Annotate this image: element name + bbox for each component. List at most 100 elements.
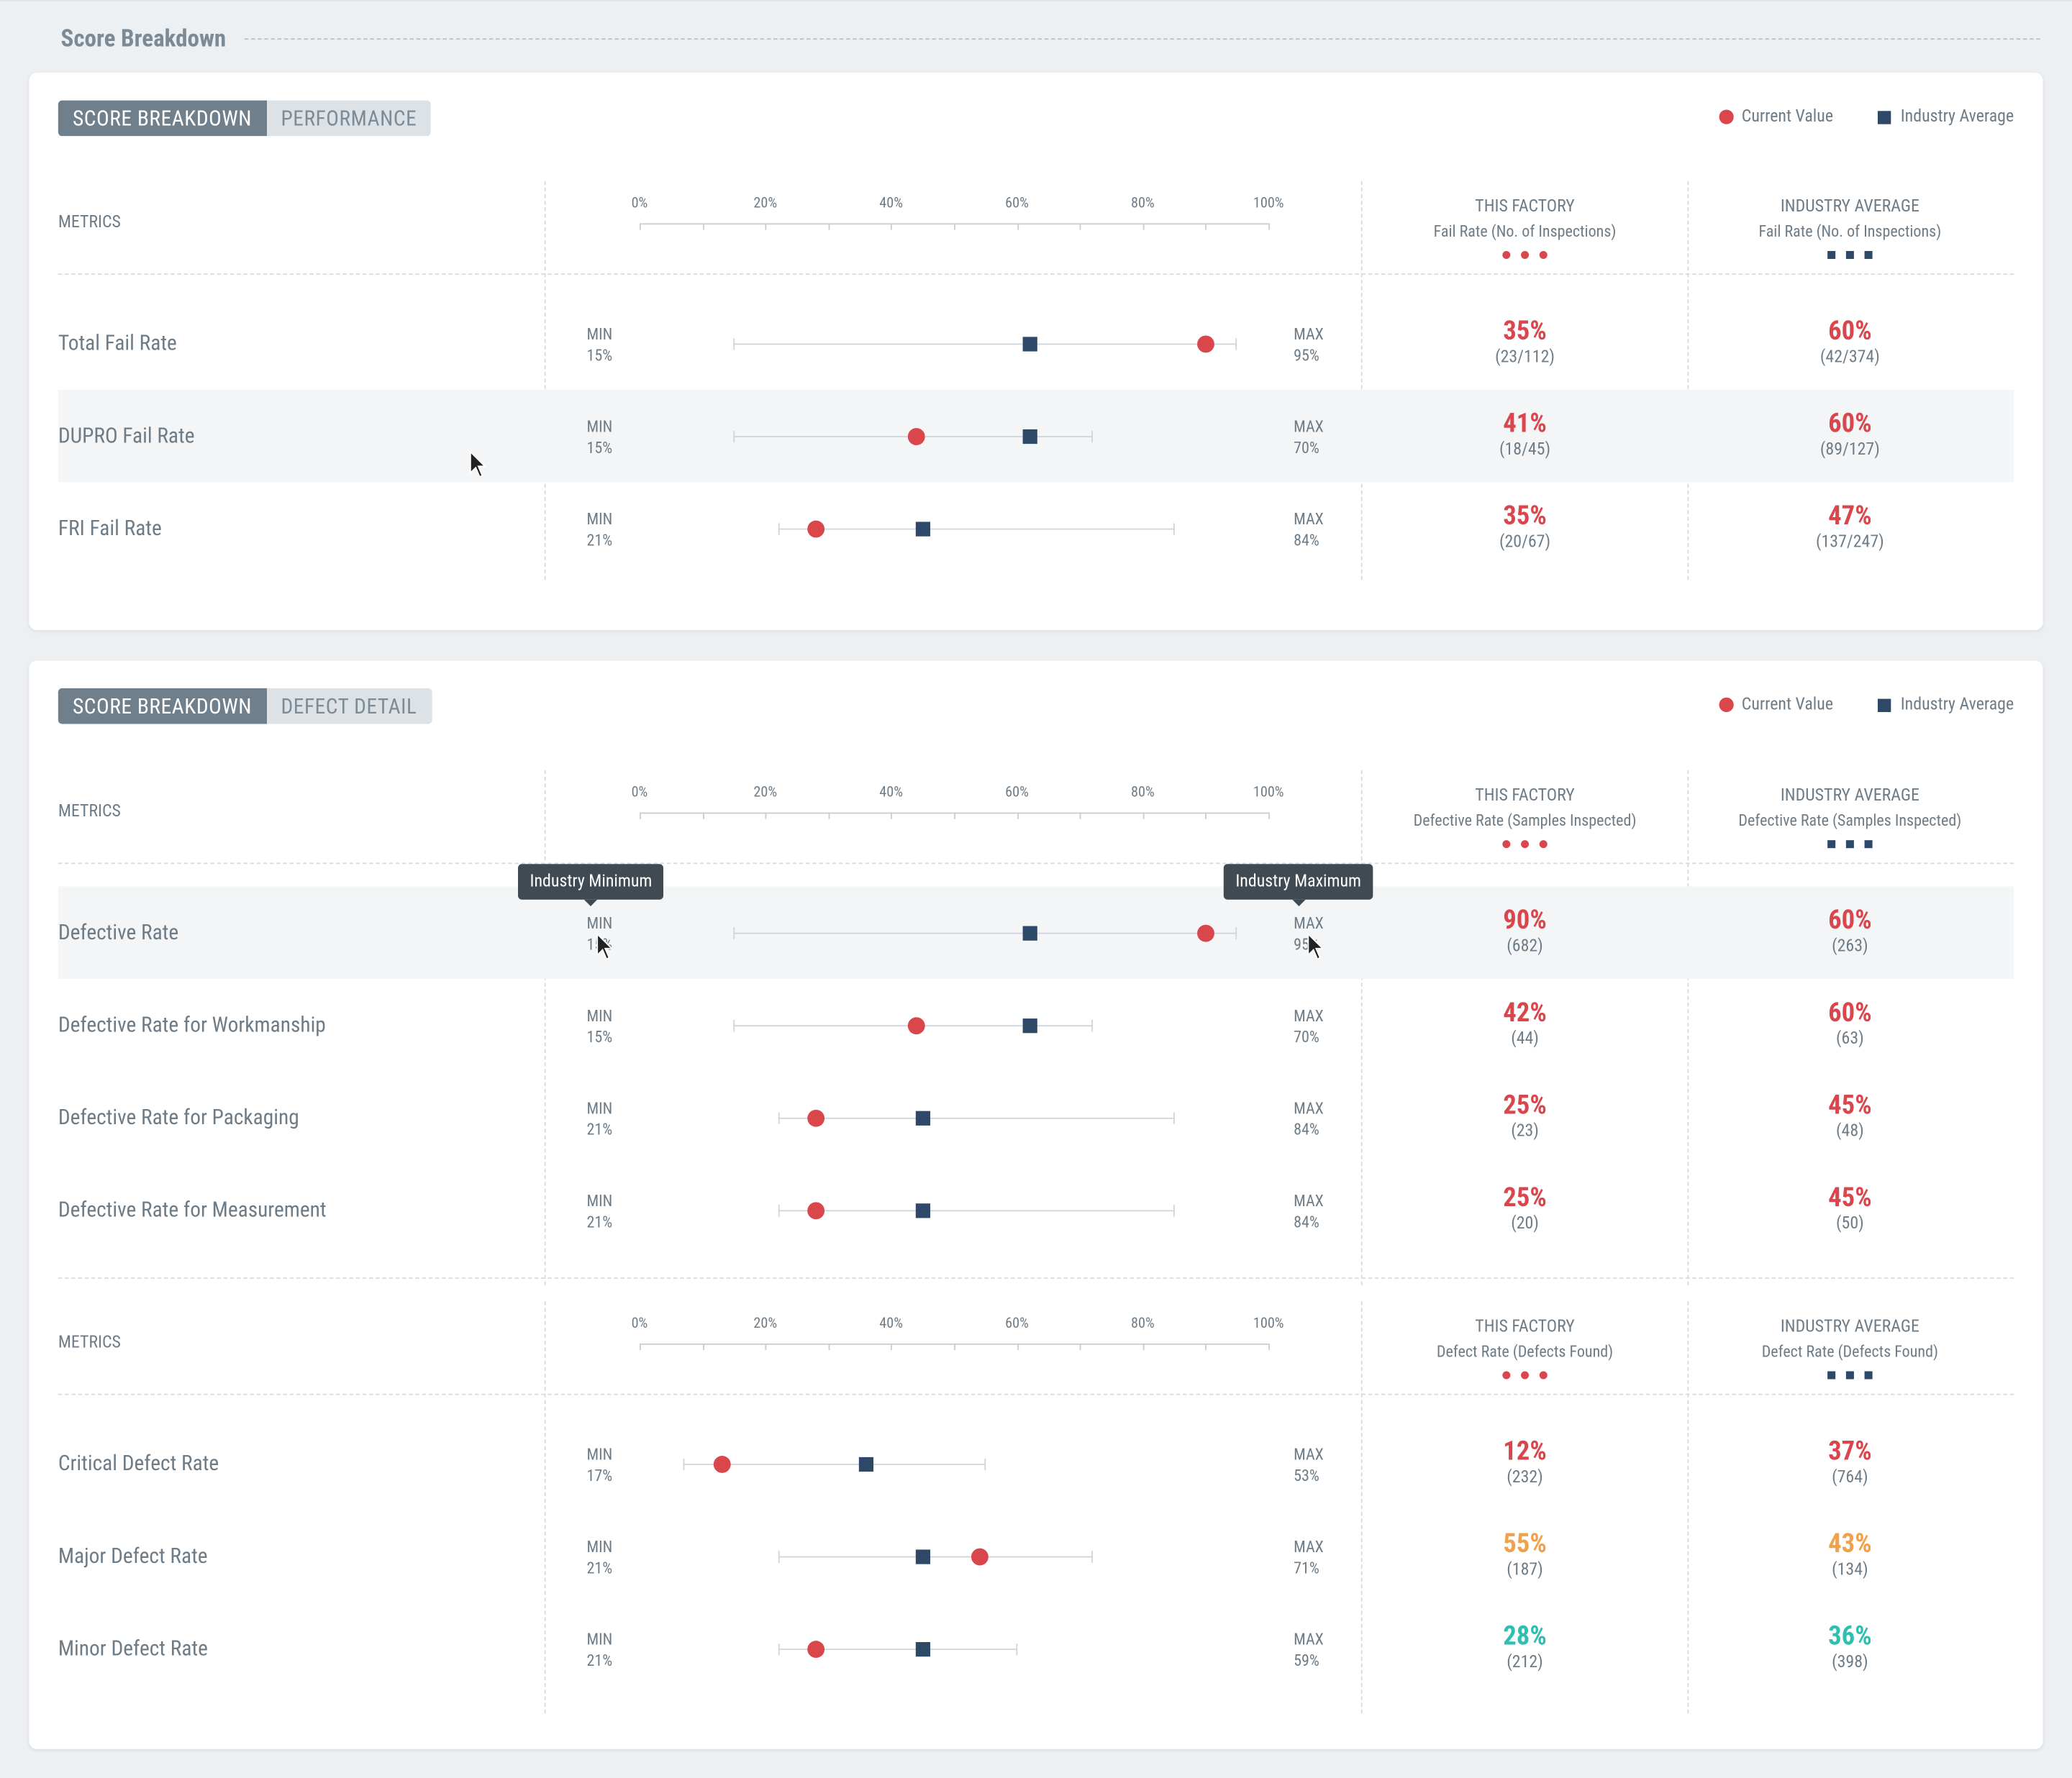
industry-average-icon xyxy=(1827,1371,1836,1380)
max-percent: 70% xyxy=(1294,438,1319,457)
industry-average-marker xyxy=(916,1111,931,1126)
column-divider xyxy=(1687,1301,1689,1714)
axis-tick-label: 40% xyxy=(879,1314,904,1332)
axis-tick xyxy=(828,812,830,819)
metrics-label: METRICS xyxy=(58,1333,121,1353)
min-value: MIN 15% xyxy=(586,324,612,366)
percent-value: 37% xyxy=(1828,1434,1872,1467)
range-line xyxy=(734,927,1237,939)
column-title: INDUSTRY AVERAGE xyxy=(1780,196,1919,217)
current-value-icon xyxy=(1539,1371,1548,1380)
current-value-icon xyxy=(1521,1371,1530,1380)
percent-value: 25% xyxy=(1503,1181,1547,1213)
axis-tick xyxy=(1142,1343,1145,1351)
industry-average-icon xyxy=(1845,250,1854,259)
range-cap xyxy=(1235,927,1237,939)
axis-tick xyxy=(1268,1343,1271,1351)
range-line xyxy=(778,1643,1017,1656)
percent-value: 28% xyxy=(1503,1619,1547,1651)
min-label: MIN xyxy=(586,1191,613,1211)
count-value: (764) xyxy=(1832,1467,1868,1488)
axis-tick xyxy=(639,1343,641,1351)
min-percent: 21% xyxy=(586,1213,613,1231)
current-value-icon xyxy=(1521,250,1530,259)
factory-value: 35% (23/112) xyxy=(1363,314,1688,368)
table-row: Major Defect Rate MIN 21% MAX 71% 55% (187) 43%… xyxy=(58,1510,2014,1603)
factory-value: 90% (682) xyxy=(1363,903,1688,957)
max-value: MAX 59% xyxy=(1294,1629,1324,1672)
axis-tick-label: 20% xyxy=(753,193,778,211)
column-divider xyxy=(1360,1301,1363,1714)
min-label: MIN xyxy=(586,1099,613,1118)
industry-value: 47% (137/247) xyxy=(1687,499,2012,553)
count-value: (263) xyxy=(1832,936,1868,957)
percent-value: 60% xyxy=(1828,406,1872,439)
min-value: MIN 21% xyxy=(586,1629,612,1672)
industry-average-icon xyxy=(1878,698,1891,712)
max-value: MAX 95% xyxy=(1294,913,1324,955)
current-value-marker xyxy=(713,1456,731,1473)
defect-rate-table: METRICS 0% 20% 40% 60% 80% 100% THIS FACTORY Def… xyxy=(58,1277,2014,1714)
max-label: MAX xyxy=(1294,1537,1324,1556)
axis-tick xyxy=(828,1343,830,1351)
axis-tick xyxy=(1205,812,1207,819)
axis-tick xyxy=(1205,223,1207,230)
count-value: (20) xyxy=(1511,1213,1539,1234)
defect-card: SCORE BREAKDOWN DEFECT DETAIL Current Va… xyxy=(29,660,2043,1749)
max-value: MAX 84% xyxy=(1294,509,1324,551)
percent-value: 90% xyxy=(1503,903,1547,936)
axis-tick xyxy=(702,812,704,819)
percent-value: 41% xyxy=(1503,406,1547,439)
column-marker xyxy=(1687,1371,2012,1380)
industry-value: 45% (50) xyxy=(1687,1181,2012,1235)
max-label: MAX xyxy=(1294,1099,1324,1118)
industry-maximum-tooltip: Industry Maximum xyxy=(1223,864,1373,906)
axis-tick-label: 80% xyxy=(1130,1314,1155,1332)
industry-average-marker xyxy=(1022,926,1038,941)
column-marker xyxy=(1363,840,1688,849)
tab-defect-detail[interactable]: DEFECT DETAIL xyxy=(266,688,432,724)
axis-tick-label: 60% xyxy=(1005,783,1029,801)
legend-current-label: Current Value xyxy=(1741,106,1834,127)
max-percent: 84% xyxy=(1294,1120,1319,1139)
min-label: MIN xyxy=(586,1630,613,1649)
axis-tick-label: 100% xyxy=(1253,783,1284,801)
legend-average-label: Industry Average xyxy=(1900,695,2014,715)
industry-average-marker xyxy=(1022,429,1038,444)
column-subtitle: Defective Rate (Samples Inspected) xyxy=(1413,811,1637,830)
column-marker xyxy=(1687,250,2012,259)
tab-performance[interactable]: PERFORMANCE xyxy=(266,100,432,137)
industry-column-header: INDUSTRY AVERAGE Defect Rate (Defects Fou… xyxy=(1687,1317,2012,1380)
column-title: INDUSTRY AVERAGE xyxy=(1780,1317,1919,1337)
max-percent: 84% xyxy=(1294,531,1319,550)
tab-score-breakdown[interactable]: SCORE BREAKDOWN xyxy=(58,688,267,724)
metric-name: Defective Rate for Packaging xyxy=(58,1104,299,1130)
axis-tick-label: 80% xyxy=(1130,193,1155,211)
min-percent: 21% xyxy=(586,531,613,550)
count-value: (89/127) xyxy=(1819,439,1880,460)
axis-tick-label: 60% xyxy=(1005,193,1029,211)
count-value: (23) xyxy=(1511,1121,1539,1141)
range-cap xyxy=(1015,1643,1017,1656)
industry-value: 36% (398) xyxy=(1687,1620,2012,1674)
range-cap xyxy=(1173,1205,1175,1217)
current-value-icon xyxy=(1502,250,1511,259)
column-divider xyxy=(544,770,546,1286)
range-cap xyxy=(983,1458,986,1471)
current-value-marker xyxy=(807,520,825,538)
column-marker xyxy=(1363,1371,1688,1380)
count-value: (48) xyxy=(1836,1121,1864,1141)
axis-tick xyxy=(891,1343,893,1351)
column-subtitle: Defect Rate (Defects Found) xyxy=(1436,1342,1614,1361)
max-label: MAX xyxy=(1294,324,1324,344)
tab-score-breakdown[interactable]: SCORE BREAKDOWN xyxy=(58,100,267,137)
industry-value: 60% (263) xyxy=(1687,903,2012,957)
section-title: Score Breakdown xyxy=(60,24,227,53)
industry-average-marker xyxy=(916,1642,931,1657)
max-value: MAX 70% xyxy=(1294,1006,1324,1048)
factory-value: 25% (23) xyxy=(1363,1088,1688,1142)
column-title: INDUSTRY AVERAGE xyxy=(1780,785,1919,806)
axis-tick xyxy=(891,223,893,230)
mouse-cursor-icon xyxy=(469,450,487,478)
factory-value: 55% (187) xyxy=(1363,1527,1688,1581)
